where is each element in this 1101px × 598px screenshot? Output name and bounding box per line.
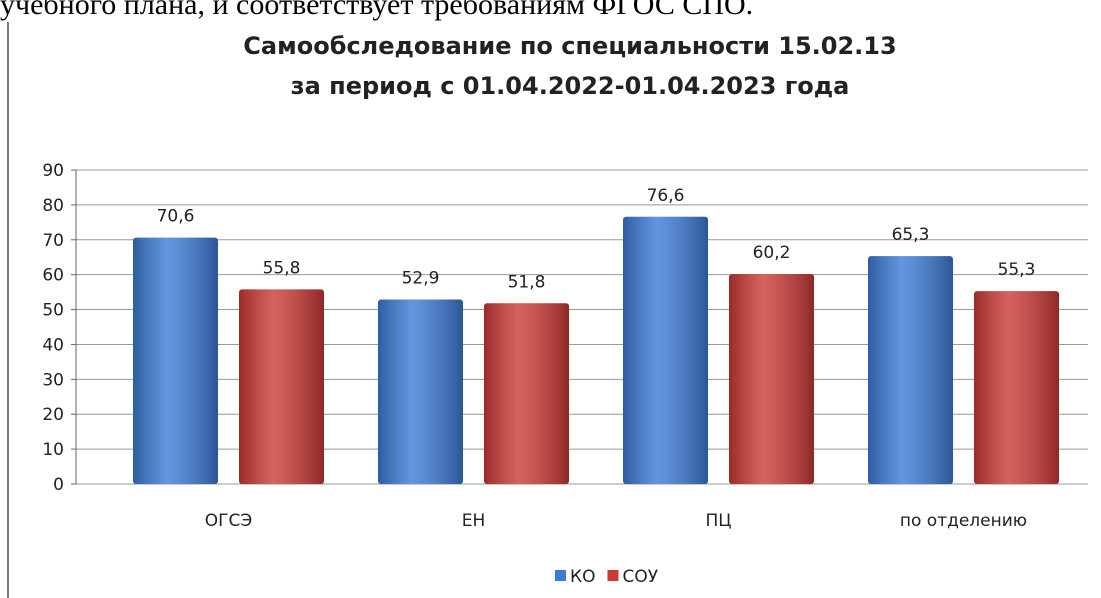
x-tick-label: ЕН [462,511,486,531]
data-label: 52,9 [402,268,440,288]
data-label: 76,6 [647,186,685,206]
chart-title: Самообследование по специальности 15.02.… [243,32,896,60]
x-tick-label: ОГСЭ [205,511,253,531]
y-tick-label: 70 [42,231,64,251]
x-tick-label: по отделению [900,511,1027,531]
y-tick-label: 50 [42,301,64,321]
bar [974,291,1059,484]
bar [729,273,814,484]
bar [868,256,953,484]
bar [133,237,218,484]
legend-swatch [555,570,566,581]
chart-subtitle: за период с 01.04.2022-01.04.2023 года [291,72,850,100]
data-label: 55,8 [263,258,301,278]
data-label: 60,2 [753,243,791,263]
legend-swatch [607,570,619,581]
data-label: 51,8 [508,272,546,292]
data-label: 55,3 [998,260,1036,280]
y-tick-label: 90 [42,161,64,181]
x-tick-label: ПЦ [706,511,732,531]
legend-label: КО [570,567,595,587]
bar [239,289,324,484]
y-tick-label: 0 [53,475,64,495]
bar [378,299,463,484]
legend-label: СОУ [622,567,658,587]
y-tick-label: 80 [42,196,64,216]
data-label: 70,6 [157,207,195,227]
y-tick-label: 10 [42,440,64,460]
y-tick-label: 60 [42,266,64,286]
page-text: учебного плана, и соответствует требован… [0,0,753,21]
y-tick-label: 30 [42,370,64,390]
data-label: 65,3 [892,225,930,245]
y-tick-label: 40 [42,335,64,355]
bar [484,303,569,484]
y-tick-label: 20 [42,405,64,425]
bar [623,216,708,485]
